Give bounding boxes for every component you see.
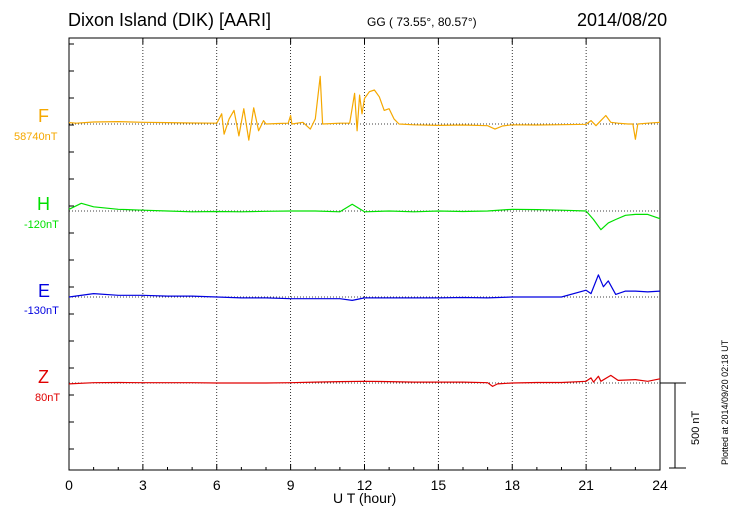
x-tick-label-24: 24 xyxy=(652,477,668,493)
series-label-h: H xyxy=(37,194,50,214)
x-tick-label-6: 6 xyxy=(213,477,221,493)
series-line-z xyxy=(68,374,661,387)
series-line-h xyxy=(68,202,661,231)
series-label-z: Z xyxy=(38,367,49,387)
series-line-f xyxy=(68,75,661,141)
x-tick-label-21: 21 xyxy=(578,477,594,493)
chart-date: 2014/08/20 xyxy=(577,10,668,30)
baseline-label-f: 58740nT xyxy=(14,131,58,143)
series-label-f: F xyxy=(38,106,49,126)
station-coordinates: GG ( 73.55°, 80.57°) xyxy=(367,15,477,29)
x-tick-label-12: 12 xyxy=(357,477,373,493)
x-axis-label: U T (hour) xyxy=(333,490,397,506)
plotted-timestamp: Plotted at 2014/09/20 02:18 UT xyxy=(720,339,730,465)
series-line-e xyxy=(68,274,661,301)
chart-title: Dixon Island (DIK) [AARI] xyxy=(68,10,272,30)
series-label-e: E xyxy=(38,281,51,301)
scale-bar-label: 500 nT xyxy=(690,410,702,445)
x-tick-label-9: 9 xyxy=(287,477,295,493)
x-tick-label-0: 0 xyxy=(65,477,73,493)
x-tick-label-15: 15 xyxy=(431,477,447,493)
x-tick-label-3: 3 xyxy=(139,477,147,493)
x-tick-label-18: 18 xyxy=(504,477,520,493)
baseline-label-e: -130nT xyxy=(24,305,59,317)
baseline-label-z: 80nT xyxy=(35,392,61,404)
baseline-label-h: -120nT xyxy=(24,219,59,231)
